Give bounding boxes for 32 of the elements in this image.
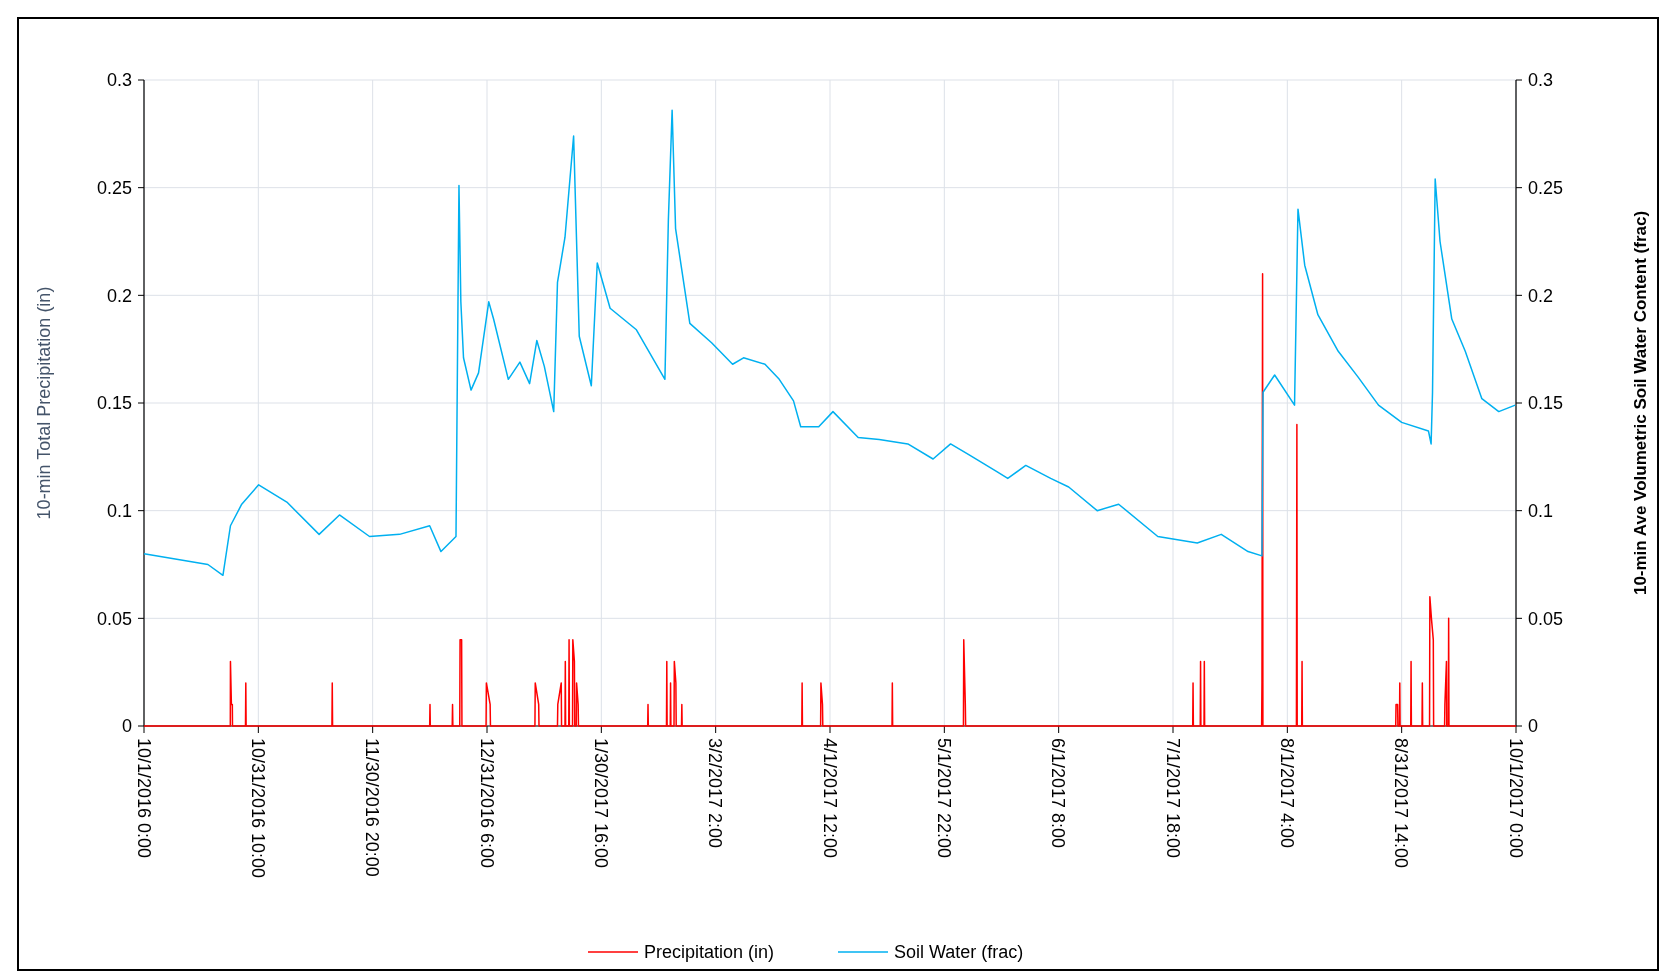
y2-tick-label: 0.2 (1528, 285, 1554, 306)
y2-tick-label: 0 (1528, 716, 1539, 737)
x-tick-label: 1/30/2017 16:00 (591, 738, 612, 869)
line-series (143, 109, 1516, 577)
x-tick-label: 12/31/2016 6:00 (476, 738, 497, 869)
x-tick-label: 6/1/2017 8:00 (1048, 738, 1069, 849)
x-tick-label: 10/1/2017 0:00 (1505, 738, 1526, 859)
x-tick-label: 10/31/2016 10:00 (248, 738, 269, 879)
x-tick-label: 5/1/2017 22:00 (934, 738, 955, 859)
x-tick-label: 4/1/2017 12:00 (819, 738, 840, 859)
y-tick-label: 0 (121, 716, 132, 737)
y-tick-label: 0.25 (96, 177, 132, 198)
y2-tick-label: 0.1 (1528, 500, 1554, 521)
x-tick-label: 10/1/2016 0:00 (133, 738, 154, 859)
y-tick-label: 0.1 (106, 500, 132, 521)
y2-tick-label: 0.25 (1528, 177, 1564, 198)
x-tick-label: 3/2/2017 2:00 (705, 738, 726, 849)
y2-tick-label: 0.15 (1528, 393, 1564, 414)
legend-label: Soil Water (frac) (894, 942, 1024, 963)
x-tick-label: 11/30/2016 20:00 (362, 738, 383, 877)
x-tick-label: 8/31/2017 14:00 (1391, 738, 1412, 869)
y-tick-label: 0.3 (106, 70, 132, 91)
y-tick-label: 0.2 (106, 285, 132, 306)
y-tick-label: 0.05 (96, 608, 132, 629)
x-tick-label: 7/1/2017 18:00 (1162, 738, 1183, 859)
legend-label: Precipitation (in) (644, 942, 775, 963)
y2-tick-label: 0.05 (1528, 608, 1564, 629)
y2-axis-title: 10-min Ave Volumetric Soil Water Content (frac) (1631, 210, 1650, 596)
y2-tick-label: 0.3 (1528, 70, 1554, 91)
x-tick-label: 8/1/2017 4:00 (1277, 738, 1298, 849)
y-tick-label: 0.15 (96, 393, 132, 414)
y-axis-title: 10-min Total Precipitation (in) (34, 286, 54, 520)
